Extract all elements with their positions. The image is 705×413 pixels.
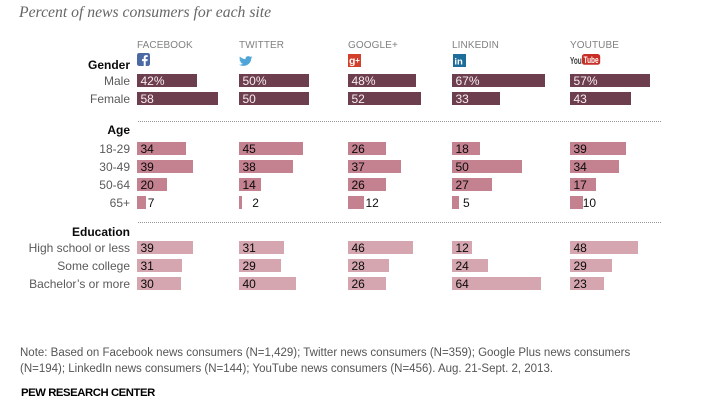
svg-text:You: You	[570, 55, 582, 66]
svg-text:+: +	[355, 56, 360, 65]
svg-text:g: g	[349, 55, 355, 67]
svg-text:in: in	[454, 57, 463, 67]
svg-text:Tube: Tube	[584, 55, 599, 65]
